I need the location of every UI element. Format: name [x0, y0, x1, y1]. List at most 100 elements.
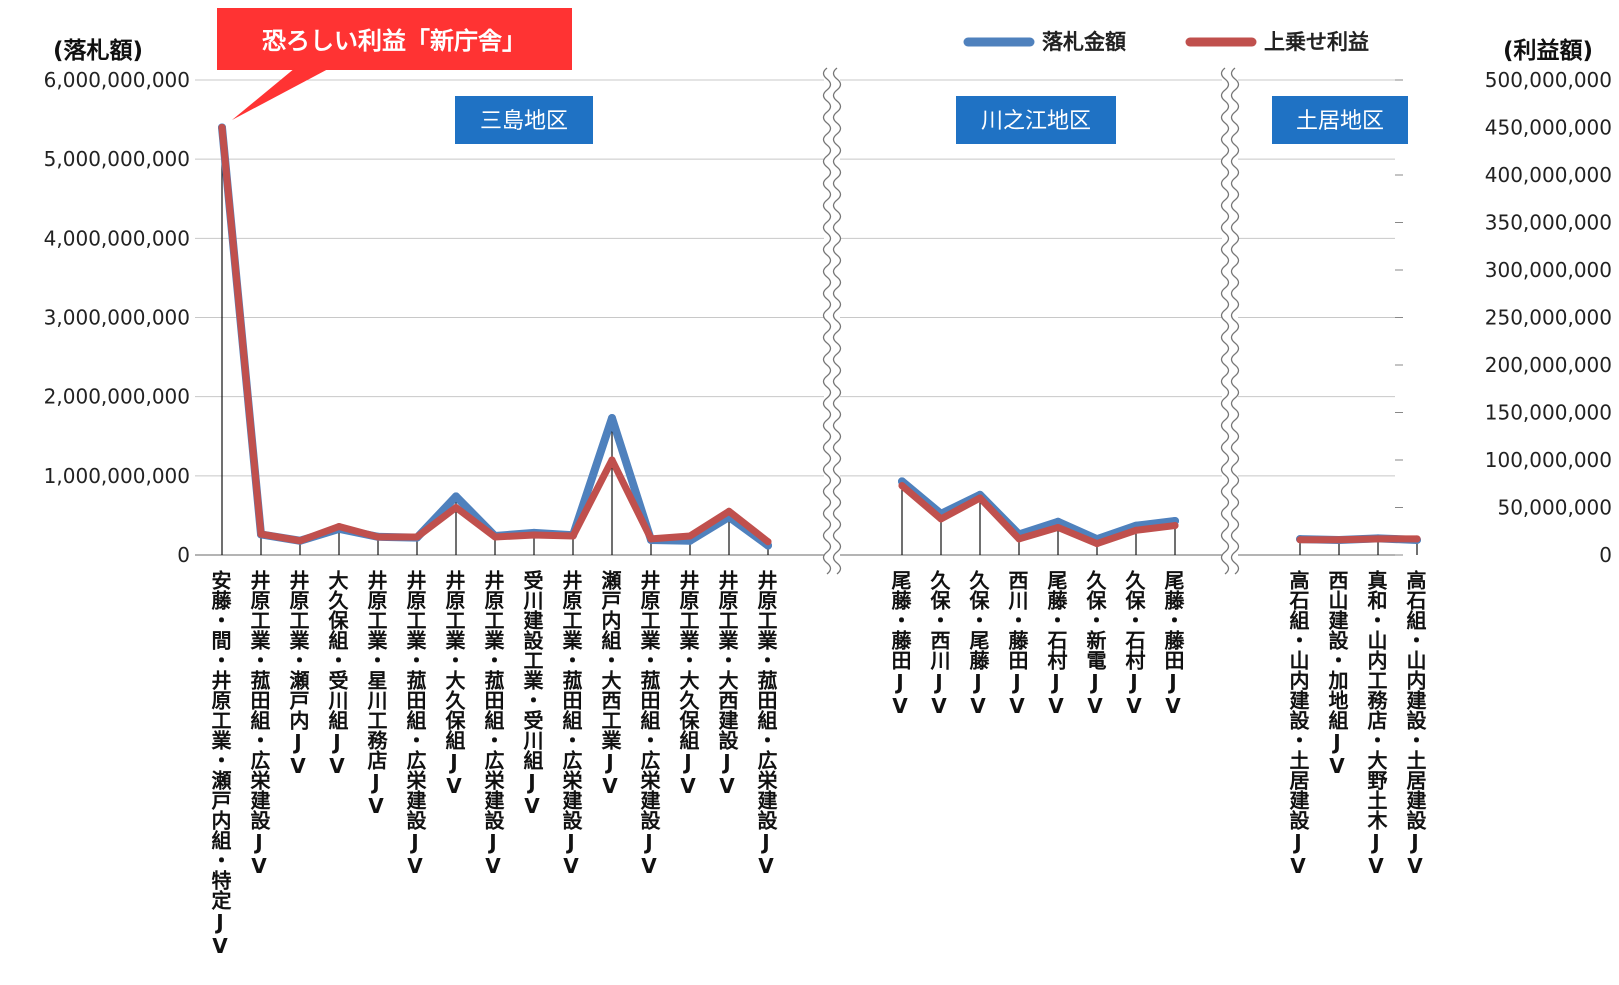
callout: 恐ろしい利益「新庁舎」 [217, 8, 572, 120]
right-tick-label: 0 [1599, 543, 1612, 567]
category-label: 久保・尾藤JV [966, 569, 990, 718]
data-point-profit [257, 530, 265, 538]
data-point-profit [296, 537, 304, 545]
data-point-bid [452, 492, 460, 501]
left-tick-label: 6,000,000,000 [44, 68, 190, 92]
axis-break-wave [832, 67, 842, 575]
left-axis-title: (落札額) [53, 37, 143, 64]
right-tick-label: 150,000,000 [1485, 401, 1612, 425]
category-label: 井原工業・大久保組JV [676, 570, 700, 798]
data-point-profit [686, 532, 694, 540]
category-label: 井原工業・大久保組JV [442, 570, 466, 798]
data-point-profit [976, 494, 984, 502]
axis-break-marks [822, 67, 1240, 575]
category-label: 受川建設工業・受川組JV [520, 569, 544, 818]
category-label: 安藤・間・井原工業・瀬戸内組・特定JV [208, 569, 232, 958]
category-label: 尾藤・藤田JV [888, 570, 912, 718]
data-point-profit [1335, 536, 1343, 544]
right-tick-label: 300,000,000 [1485, 258, 1612, 282]
category-label: 西山建設・加地組JV [1325, 570, 1349, 778]
region-label-box [455, 96, 593, 144]
legend-label-profit: 上乗せ利益 [1264, 30, 1369, 54]
right-tick-label: 350,000,000 [1485, 211, 1612, 235]
axis-break-band [824, 68, 840, 570]
data-point-profit [1171, 522, 1179, 530]
axis-break-wave [822, 67, 832, 575]
data-point-profit [374, 533, 382, 541]
series-line-profit [898, 482, 1179, 548]
data-point-profit [937, 515, 945, 523]
gridlines [195, 79, 1395, 556]
data-point-profit [413, 533, 421, 541]
category-label: 尾藤・石村JV [1044, 570, 1068, 718]
data-point-profit [1093, 540, 1101, 548]
right-tick-label: 500,000,000 [1485, 68, 1612, 92]
data-point-profit [491, 533, 499, 541]
region-label: 三島地区 [480, 109, 568, 134]
right-tick-label: 450,000,000 [1485, 116, 1612, 140]
left-tick-label: 4,000,000,000 [44, 226, 190, 250]
region-label: 土居地区 [1296, 109, 1384, 134]
series-line-profit [218, 124, 772, 546]
right-tick-label: 200,000,000 [1485, 353, 1612, 377]
category-label: 井原工業・星川工務店JV [364, 570, 388, 818]
category-label: 高石組・山内建設・土居建設JV [1286, 569, 1310, 878]
axis-break-band [1222, 68, 1238, 570]
right-tick-label: 400,000,000 [1485, 163, 1612, 187]
callout-box [217, 8, 572, 70]
data-point-profit [569, 532, 577, 540]
data-point-profit [1132, 526, 1140, 534]
left-tick-label: 5,000,000,000 [44, 147, 190, 171]
category-label: 尾藤・藤田JV [1161, 570, 1185, 718]
category-label: 久保・新電JV [1083, 569, 1107, 718]
data-point-profit [1374, 535, 1382, 543]
category-label: 井原工業・菰田組・広栄建設JV [559, 570, 583, 878]
data-point-profit [530, 531, 538, 539]
right-tick-label: 250,000,000 [1485, 306, 1612, 330]
data-point-profit [1054, 523, 1062, 531]
category-label: 井原工業・菰田組・広栄建設JV [247, 570, 271, 878]
category-label: 井原工業・菰田組・広栄建設JV [481, 570, 505, 878]
data-point-profit [764, 538, 772, 546]
category-label: 井原工業・菰田組・広栄建設JV [637, 570, 661, 878]
series-lines [218, 123, 1421, 550]
category-label: 真和・山内工務店・大野土木JV [1364, 569, 1388, 878]
series-line-profit [1296, 535, 1421, 544]
category-labels: 安藤・間・井原工業・瀬戸内組・特定JV 井原工業・菰田組・広栄建設JV 井原工業・瀬… [208, 569, 1427, 958]
right-y-axis: 0 50,000,000 100,000,000 150,000,000 200,000… [1395, 68, 1612, 567]
category-label: 久保・石村JV [1122, 569, 1146, 718]
region-label-box [1272, 96, 1408, 144]
callout-pointer [232, 68, 330, 120]
category-label: 井原工業・菰田組・広栄建設JV [754, 570, 778, 878]
right-tick-label: 100,000,000 [1485, 448, 1612, 472]
axis-break-wave [1220, 67, 1230, 575]
data-point-bid [608, 414, 616, 423]
right-axis-title: (利益額) [1503, 37, 1593, 64]
data-point-profit [335, 523, 343, 530]
legend-label-bid: 落札金額 [1042, 30, 1126, 54]
callout-text: 恐ろしい利益「新庁舎」 [262, 27, 526, 55]
data-point-profit [725, 507, 733, 515]
data-point-profit [608, 456, 616, 464]
left-y-axis: 0 1,000,000,000 2,000,000,000 3,000,000,000… [44, 68, 190, 567]
region-label-box [956, 96, 1116, 144]
data-point-bid [1054, 517, 1062, 526]
category-label: 西川・藤田JV [1005, 570, 1029, 718]
category-label: 井原工業・菰田組・広栄建設JV [403, 570, 427, 878]
category-label: 井原工業・瀬戸内JV [286, 570, 310, 778]
series-line-bid [898, 477, 1179, 544]
left-tick-label: 0 [177, 543, 190, 567]
series-line-bid [218, 123, 772, 550]
category-label: 井原工業・大西建設JV [715, 570, 739, 798]
category-label: 大久保組・受川組JV [325, 570, 349, 778]
data-point-profit [647, 535, 655, 543]
region-label: 川之江地区 [981, 109, 1091, 134]
category-label: 久保・西川JV [927, 569, 951, 718]
data-point-profit [452, 504, 460, 511]
data-point-profit [1413, 535, 1421, 543]
left-tick-label: 2,000,000,000 [44, 385, 190, 409]
region-labels: 三島地区 川之江地区 土居地区 [455, 96, 1408, 144]
right-tick-label: 50,000,000 [1497, 496, 1612, 520]
category-label: 高石組・山内建設・土居建設JV [1403, 569, 1427, 878]
